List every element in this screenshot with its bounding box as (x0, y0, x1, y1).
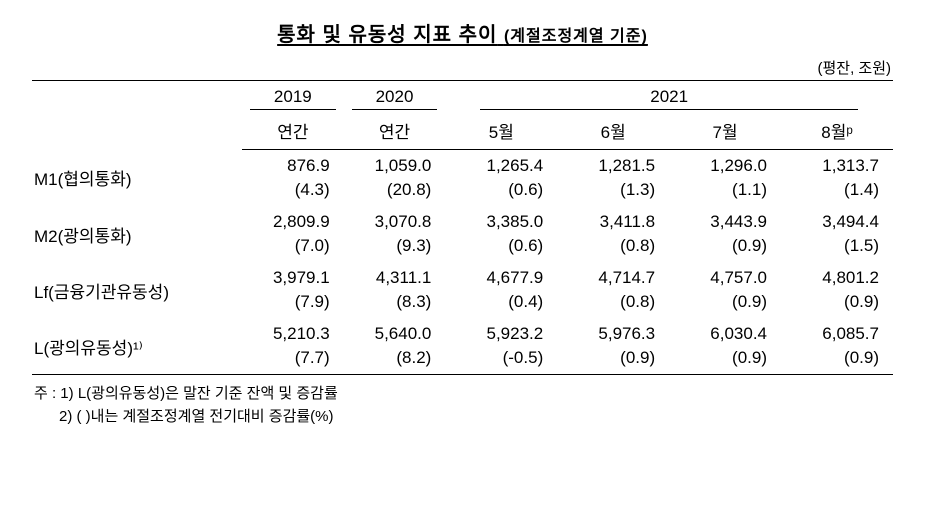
cell-value: 4,677.9 (445, 262, 557, 290)
table-row: L(광의유동성)¹⁾ 5,210.3 5,640.0 5,923.2 5,976… (32, 318, 893, 346)
row-label: L(광의유동성)¹⁾ (32, 318, 242, 375)
header-period-2: 연간 (344, 114, 446, 150)
empty-cell (32, 81, 242, 115)
cell-pct: (8.3) (344, 290, 446, 318)
cell-value: 3,385.0 (445, 206, 557, 234)
cell-pct: (0.9) (781, 290, 893, 318)
cell-value: 3,443.9 (669, 206, 781, 234)
header-2020: 2020 (344, 81, 446, 115)
cell-value: 1,296.0 (669, 150, 781, 179)
cell-value: 1,059.0 (344, 150, 446, 179)
cell-pct: (-0.5) (445, 346, 557, 375)
cell-pct: (9.3) (344, 234, 446, 262)
header-period-3: 5월 (445, 114, 557, 150)
footnote-prefix-1: 주 : 1) (34, 383, 78, 406)
cell-value: 4,801.2 (781, 262, 893, 290)
cell-pct: (0.4) (445, 290, 557, 318)
cell-pct: (0.8) (557, 290, 669, 318)
title-sub: (계절조정계열 기준) (504, 28, 648, 45)
cell-pct: (20.8) (344, 178, 446, 206)
cell-pct: (8.2) (344, 346, 446, 375)
cell-value: 4,757.0 (669, 262, 781, 290)
cell-value: 1,265.4 (445, 150, 557, 179)
header-period-5: 7월 (669, 114, 781, 150)
cell-value: 4,311.1 (344, 262, 446, 290)
cell-value: 5,210.3 (242, 318, 344, 346)
header-period-1: 연간 (242, 114, 344, 150)
cell-value: 3,070.8 (344, 206, 446, 234)
cell-value: 1,281.5 (557, 150, 669, 179)
cell-value: 876.9 (242, 150, 344, 179)
header-2021: 2021 (445, 81, 893, 115)
table-row: M2(광의통화) 2,809.9 3,070.8 3,385.0 3,411.8… (32, 206, 893, 234)
row-label: M2(광의통화) (32, 206, 242, 262)
cell-pct: (4.3) (242, 178, 344, 206)
cell-value: 1,313.7 (781, 150, 893, 179)
cell-value: 6,030.4 (669, 318, 781, 346)
cell-pct: (7.0) (242, 234, 344, 262)
header-2019: 2019 (242, 81, 344, 115)
cell-pct: (0.6) (445, 234, 557, 262)
cell-pct: (1.4) (781, 178, 893, 206)
cell-value: 6,085.7 (781, 318, 893, 346)
footnote-1: L(광의유동성)은 말잔 기준 잔액 및 증감률 (78, 383, 338, 406)
row-label: M1(협의통화) (32, 150, 242, 207)
cell-value: 5,640.0 (344, 318, 446, 346)
cell-pct: (1.3) (557, 178, 669, 206)
cell-value: 3,494.4 (781, 206, 893, 234)
table-row: M1(협의통화) 876.9 1,059.0 1,265.4 1,281.5 1… (32, 150, 893, 179)
header-period-6: 8월ᵖ (781, 114, 893, 150)
cell-pct: (7.7) (242, 346, 344, 375)
footnote-2: ( )내는 계절조정계열 전기대비 증감률(%) (77, 406, 334, 429)
cell-pct: (0.9) (669, 346, 781, 375)
cell-pct: (7.9) (242, 290, 344, 318)
title-main: 통화 및 유동성 지표 추이 (277, 24, 497, 46)
cell-pct: (0.8) (557, 234, 669, 262)
unit-label: (평잔, 조원) (32, 57, 891, 78)
cell-value: 3,979.1 (242, 262, 344, 290)
header-period-4: 6월 (557, 114, 669, 150)
cell-pct: (0.9) (669, 234, 781, 262)
cell-value: 3,411.8 (557, 206, 669, 234)
cell-pct: (1.5) (781, 234, 893, 262)
cell-pct: (1.1) (669, 178, 781, 206)
cell-pct: (0.9) (781, 346, 893, 375)
cell-pct: (0.6) (445, 178, 557, 206)
cell-value: 4,714.7 (557, 262, 669, 290)
cell-value: 2,809.9 (242, 206, 344, 234)
table-row: Lf(금융기관유동성) 3,979.1 4,311.1 4,677.9 4,71… (32, 262, 893, 290)
page-title: 통화 및 유동성 지표 추이 (계절조정계열 기준) (32, 18, 893, 47)
footnote-prefix-2: 2) (34, 406, 77, 429)
cell-pct: (0.9) (557, 346, 669, 375)
empty-cell (32, 114, 242, 150)
data-table: 2019 2020 2021 연간 연간 5월 6월 7월 8월ᵖ M1(협의통… (32, 80, 893, 375)
cell-value: 5,976.3 (557, 318, 669, 346)
footnotes: 주 : 1) L(광의유동성)은 말잔 기준 잔액 및 증감률 2) ( )내는… (32, 383, 893, 428)
cell-pct: (0.9) (669, 290, 781, 318)
cell-value: 5,923.2 (445, 318, 557, 346)
row-label: Lf(금융기관유동성) (32, 262, 242, 318)
